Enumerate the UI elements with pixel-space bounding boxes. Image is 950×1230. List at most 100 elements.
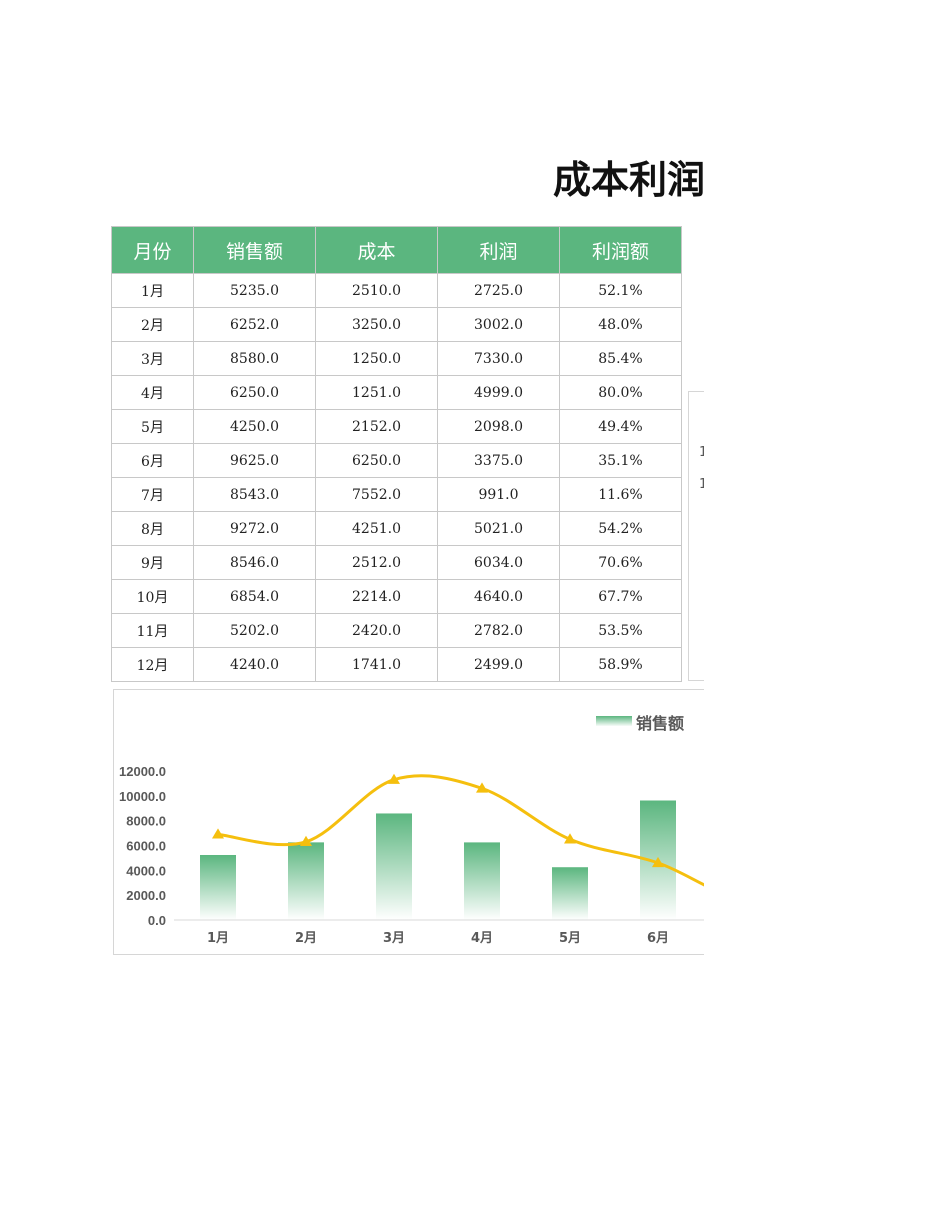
table-header-row: 月份 销售额 成本 利润 利润额 [111,226,682,274]
cell-sales: 4240.0 [193,647,316,682]
cell-profit: 2782.0 [437,613,560,648]
cell-profit-rate: 52.1% [559,273,682,308]
cell-month: 2月 [111,307,194,342]
table-row: 9月 8546.0 2512.0 6034.0 70.6% [111,545,682,580]
x-tick-label: 5月 [559,931,581,946]
cell-cost: 2152.0 [315,409,438,444]
cell-profit: 4999.0 [437,375,560,410]
header-month: 月份 [111,226,194,274]
cell-cost: 6250.0 [315,443,438,478]
side-chart-label: 1 [699,477,704,492]
legend-swatch-sales [596,716,632,726]
cell-profit-rate: 80.0% [559,375,682,410]
cell-profit: 2725.0 [437,273,560,308]
side-chart-label: 1 [699,445,704,460]
bar-sales [288,842,324,920]
x-tick-label: 6月 [647,931,669,946]
cell-profit: 6034.0 [437,545,560,580]
cell-profit: 3002.0 [437,307,560,342]
bar-sales [464,842,500,920]
cell-cost: 2420.0 [315,613,438,648]
cell-month: 8月 [111,511,194,546]
cell-profit: 5021.0 [437,511,560,546]
y-tick-label: 4000.0 [126,863,166,878]
line-point [564,833,576,844]
cell-sales: 5235.0 [193,273,316,308]
header-profit-rate: 利润额 [559,226,682,274]
cell-sales: 4250.0 [193,409,316,444]
cell-sales: 5202.0 [193,613,316,648]
header-profit: 利润 [437,226,560,274]
line-point [652,856,664,868]
cell-cost: 2214.0 [315,579,438,614]
table-row: 6月 9625.0 6250.0 3375.0 35.1% [111,443,682,478]
y-tick-label: 8000.0 [126,814,166,829]
cell-sales: 9272.0 [193,511,316,546]
x-tick-label: 1月 [207,931,229,946]
sales-chart-svg: 0.0 2000.0 4000.0 6000.0 8000.0 10000.0 12000.… [119,714,704,946]
cell-cost: 4251.0 [315,511,438,546]
cell-month: 12月 [111,647,194,682]
cell-profit-rate: 67.7% [559,579,682,614]
table-row: 10月 6854.0 2214.0 4640.0 67.7% [111,579,682,614]
y-tick-label: 0.0 [148,913,166,928]
line-point [300,835,312,846]
cell-month: 11月 [111,613,194,648]
x-tick-label: 2月 [295,931,317,946]
cell-profit-rate: 85.4% [559,341,682,376]
legend-label-sales: 销售额 [636,714,684,733]
cell-cost: 1741.0 [315,647,438,682]
cell-sales: 6854.0 [193,579,316,614]
cell-profit: 7330.0 [437,341,560,376]
table-row: 1月 5235.0 2510.0 2725.0 52.1% [111,273,682,308]
cost-profit-table: 月份 销售额 成本 利润 利润额 1月 5235.0 2510.0 2725.0 52.… [111,226,682,682]
cell-cost: 1250.0 [315,341,438,376]
cell-month: 3月 [111,341,194,376]
cell-sales: 6252.0 [193,307,316,342]
cell-month: 10月 [111,579,194,614]
table-row: 2月 6252.0 3250.0 3002.0 48.0% [111,307,682,342]
y-tick-label: 2000.0 [126,888,166,903]
side-chart-fragment: 1 1 [688,391,704,681]
cell-profit-rate: 54.2% [559,511,682,546]
cell-month: 7月 [111,477,194,512]
cell-profit-rate: 53.5% [559,613,682,648]
sales-chart: 0.0 2000.0 4000.0 6000.0 8000.0 10000.0 12000.… [113,689,704,955]
cell-sales: 6250.0 [193,375,316,410]
cell-cost: 3250.0 [315,307,438,342]
cell-profit-rate: 11.6% [559,477,682,512]
cell-sales: 8543.0 [193,477,316,512]
cell-month: 5月 [111,409,194,444]
header-cost: 成本 [315,226,438,274]
line-point [476,782,488,793]
header-sales: 销售额 [193,226,316,274]
cell-month: 9月 [111,545,194,580]
cell-profit: 2098.0 [437,409,560,444]
cell-sales: 9625.0 [193,443,316,478]
cell-profit-rate: 49.4% [559,409,682,444]
y-tick-label: 12000.0 [119,764,166,779]
cell-cost: 7552.0 [315,477,438,512]
line-series [217,774,704,887]
cell-profit: 991.0 [437,477,560,512]
cell-cost: 2512.0 [315,545,438,580]
y-tick-label: 10000.0 [119,789,166,804]
cell-cost: 2510.0 [315,273,438,308]
cell-profit: 4640.0 [437,579,560,614]
x-tick-label: 3月 [383,931,405,946]
bar-sales [552,867,588,920]
cell-month: 6月 [111,443,194,478]
table-row: 4月 6250.0 1251.0 4999.0 80.0% [111,375,682,410]
cell-sales: 8546.0 [193,545,316,580]
cell-profit: 3375.0 [437,443,560,478]
table-row: 7月 8543.0 7552.0 991.0 11.6% [111,477,682,512]
cell-month: 4月 [111,375,194,410]
cell-profit-rate: 35.1% [559,443,682,478]
table-row: 8月 9272.0 4251.0 5021.0 54.2% [111,511,682,546]
cell-profit-rate: 70.6% [559,545,682,580]
cell-cost: 1251.0 [315,375,438,410]
table-row: 12月 4240.0 1741.0 2499.0 58.9% [111,647,682,682]
line-point [388,773,400,784]
cell-sales: 8580.0 [193,341,316,376]
table-row: 11月 5202.0 2420.0 2782.0 53.5% [111,613,682,648]
